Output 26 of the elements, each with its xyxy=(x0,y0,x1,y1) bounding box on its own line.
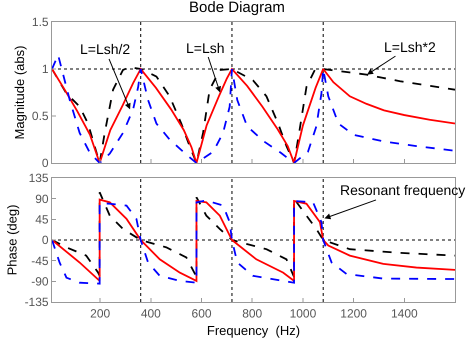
annotation: Resonant frequency xyxy=(340,182,466,198)
x-tick-label: 1400 xyxy=(390,306,418,320)
annotation: L=Lsh/2 xyxy=(80,41,130,57)
annotation: L=Lsh*2 xyxy=(384,39,436,55)
x-axis-title: Frequency (Hz) xyxy=(206,323,300,338)
y-axis-title: Magnitude (abs) xyxy=(12,46,27,140)
y-tick-label: 1 xyxy=(42,62,49,76)
x-tick-label: 600 xyxy=(192,306,212,320)
chart-title: Bode Diagram xyxy=(189,0,285,16)
y-tick-label: 0 xyxy=(42,233,49,248)
x-tick-label: 800 xyxy=(242,306,263,320)
y-tick-label: 45 xyxy=(35,212,49,227)
y-axis-title: Phase (deg) xyxy=(4,204,20,276)
y-tick-label: -135 xyxy=(24,295,49,310)
y-tick-label: 90 xyxy=(35,192,49,206)
y-tick-label: 1.5 xyxy=(32,15,49,30)
x-tick-label: 200 xyxy=(90,306,110,320)
y-tick-label: -45 xyxy=(31,254,49,268)
annotation: L=Lsh xyxy=(186,40,225,56)
x-tick-label: 1000 xyxy=(290,306,317,320)
x-tick-label: 1200 xyxy=(340,306,368,320)
y-tick-label: 135 xyxy=(28,171,49,186)
y-tick-label: 0 xyxy=(42,156,49,170)
y-tick-label: 0.5 xyxy=(32,109,49,124)
y-tick-label: -90 xyxy=(31,274,49,289)
x-tick-label: 400 xyxy=(140,306,162,320)
